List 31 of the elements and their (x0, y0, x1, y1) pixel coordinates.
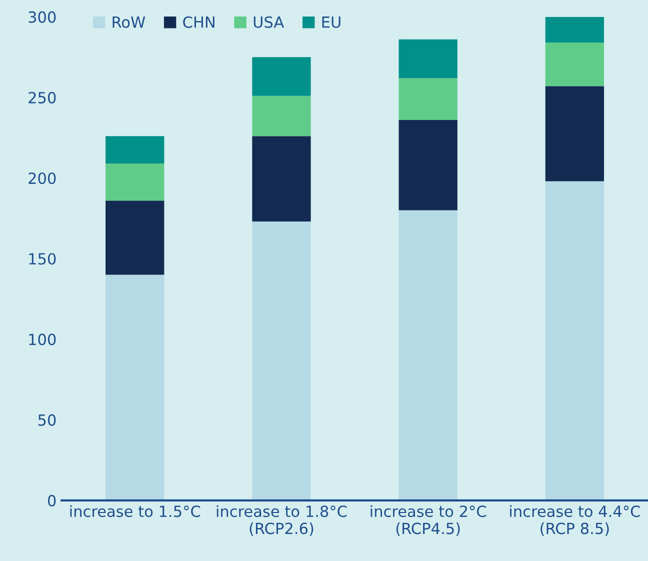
bar (398, 120, 458, 210)
x-tick-label: increase to 1.8°C (RCP2.6) (216, 505, 347, 536)
bar (252, 96, 311, 136)
bar (106, 200, 164, 275)
bar (398, 78, 458, 120)
x-tick-label: increase to 1.5°C (70, 505, 200, 518)
bar (398, 39, 458, 78)
bar (252, 222, 311, 500)
bar (545, 86, 604, 182)
y-tick-label: 250 (28, 92, 56, 104)
bar (545, 181, 604, 500)
y-tick-label: 200 (28, 172, 56, 184)
x-tick-label: increase to 4.4°C (RCP 8.5) (510, 505, 640, 536)
legend-label: USA (254, 16, 284, 28)
y-tick-label: 0 (48, 494, 56, 506)
legend-label: CHN (183, 16, 214, 28)
bar (106, 274, 164, 500)
y-tick-label: 150 (29, 253, 56, 265)
y-tick-label: 100 (29, 334, 56, 346)
y-tick-label: 50 (38, 414, 56, 426)
bar (545, 42, 604, 86)
bar (545, 16, 604, 43)
bar (398, 210, 458, 500)
legend-label: RoW (112, 16, 146, 28)
y-tick-label: 300 (28, 11, 56, 23)
legend-label: EU (322, 16, 340, 28)
bar (106, 136, 164, 164)
x-tick-label: increase to 2°C (RCP4.5) (370, 505, 486, 536)
bar (106, 164, 164, 201)
bar (252, 136, 311, 222)
bar (252, 57, 311, 96)
